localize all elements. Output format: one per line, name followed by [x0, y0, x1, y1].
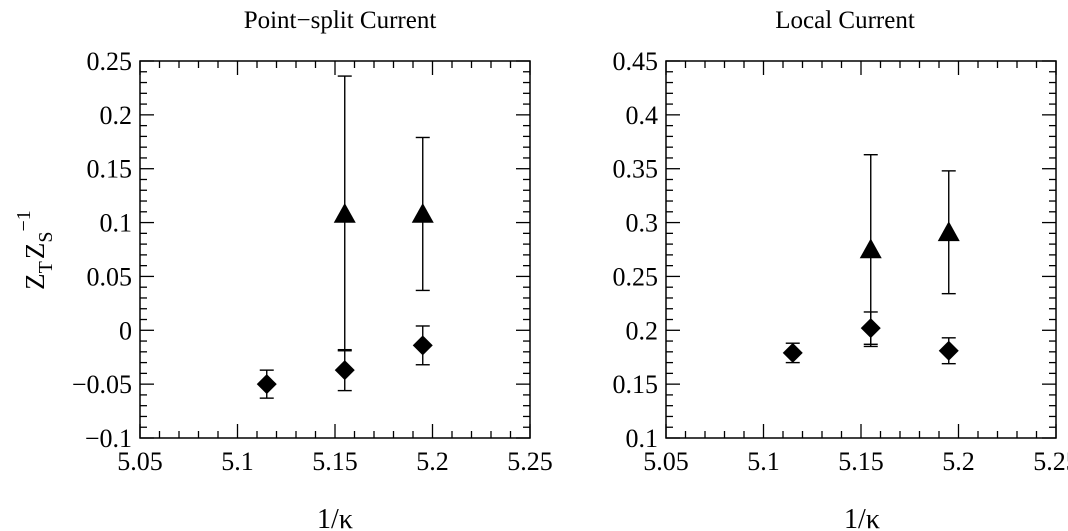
right-y-tick-label: 0.2 — [626, 316, 659, 345]
right-x-tick-label: 5.15 — [838, 447, 884, 476]
left-x-tick-label: 5.1 — [221, 447, 254, 476]
y-axis-label-sup: −1 — [13, 210, 35, 231]
right-tick-labels: 5.05 5.1 5.15 5.2 5.25 0.1 0.15 0.2 0.25 0.3 0.35 0… — [613, 47, 1068, 476]
panel-local: Local Current 5.05 5.1 5.15 5.2 5.25 0.1 0.15 0… — [613, 7, 1068, 531]
left-x-tick-label: 5.2 — [416, 447, 449, 476]
right-y-tick-label: 0.15 — [613, 370, 659, 399]
left-diamond-point — [412, 335, 433, 356]
right-x-tick-label: 5.1 — [747, 447, 780, 476]
right-y-tick-label: 0.4 — [626, 101, 659, 130]
left-data-marks — [256, 75, 434, 399]
left-y-tick-label: −0.05 — [72, 370, 132, 399]
right-y-tick-label: 0.45 — [613, 47, 659, 76]
left-y-tick-label: 0.2 — [100, 101, 133, 130]
y-axis-label-z2: Z — [20, 243, 50, 260]
left-x-axis-label: 1/κ — [317, 504, 353, 531]
left-x-tick-label: 5.25 — [507, 447, 553, 476]
left-triangle-point — [411, 202, 434, 223]
left-chart-title: Point−split Current — [244, 7, 437, 34]
left-y-tick-label: 0.05 — [87, 262, 133, 291]
left-x-tick-label: 5.15 — [312, 447, 358, 476]
right-y-tick-label: 0.1 — [626, 424, 659, 453]
y-axis-label-z1: Z — [20, 273, 50, 290]
left-tick-labels: 5.05 5.1 5.15 5.2 5.25 −0.1 −0.05 0 0.05 0.1 0.15 0… — [72, 47, 553, 476]
right-y-tick-label: 0.35 — [613, 155, 659, 184]
right-triangle-point — [859, 238, 882, 259]
right-triangle-point — [937, 221, 960, 242]
left-diamond-point — [256, 374, 277, 395]
right-x-tick-label: 5.2 — [942, 447, 975, 476]
left-plot-frame — [139, 60, 531, 439]
right-x-tick-label: 5.25 — [1033, 447, 1068, 476]
right-y-tick-label: 0.25 — [613, 262, 659, 291]
left-ticks — [139, 60, 531, 439]
left-y-tick-label: 0.25 — [87, 47, 133, 76]
right-data-marks — [782, 154, 960, 365]
left-triangle-point — [333, 202, 356, 223]
right-y-tick-label: 0.3 — [626, 209, 659, 238]
left-y-tick-label: −0.1 — [85, 424, 132, 453]
left-x-tick-label: 5.05 — [117, 447, 163, 476]
left-y-tick-label: 0 — [119, 316, 132, 345]
left-diamond-point — [334, 360, 355, 381]
right-plot-frame — [665, 60, 1057, 439]
right-x-tick-label: 5.05 — [643, 447, 689, 476]
right-chart-title: Local Current — [775, 7, 915, 34]
y-axis-label: ZTZS−1 — [13, 210, 57, 290]
right-x-axis-label: 1/κ — [844, 504, 880, 531]
right-diamond-point — [782, 342, 803, 363]
left-y-tick-label: 0.15 — [87, 155, 133, 184]
right-diamond-point — [938, 340, 959, 361]
left-y-tick-label: 0.1 — [100, 209, 133, 238]
y-axis-label-sub-s: S — [35, 231, 57, 242]
right-ticks — [665, 60, 1057, 439]
panel-point-split: Point−split Current 5.05 5.1 5.15 5.2 5.25 −0… — [13, 7, 553, 531]
y-axis-label-sub-t: T — [35, 261, 57, 273]
